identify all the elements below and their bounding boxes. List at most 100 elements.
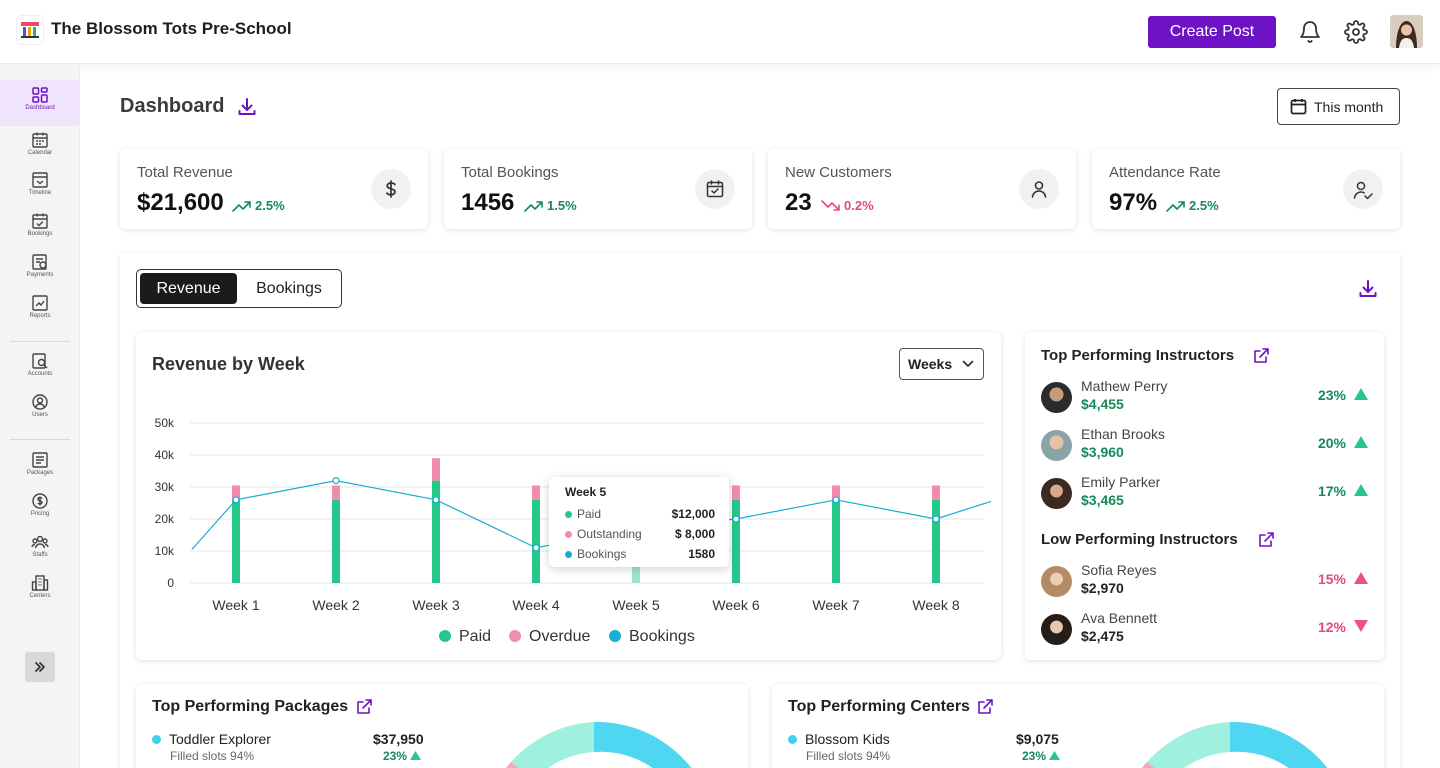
calendar-icon — [1290, 99, 1307, 115]
trend-down-icon — [821, 200, 840, 211]
gear-icon[interactable] — [1344, 20, 1368, 44]
user-avatar[interactable] — [1390, 15, 1423, 48]
bar-overdue — [832, 485, 840, 500]
instructor-row[interactable]: Ethan Brooks $3,960 20% — [1041, 426, 1368, 466]
sidebar-item-centers[interactable]: Centers — [0, 568, 80, 614]
bar-paid — [332, 499, 340, 583]
select-value: Weeks — [908, 356, 953, 372]
bar-paid — [932, 499, 940, 583]
sidebar-item-packages[interactable]: Packages — [0, 445, 80, 491]
stat-change-value: 0.2% — [844, 198, 874, 213]
legend-dot — [439, 630, 451, 642]
top-packages-title: Top Performing Packages — [152, 698, 349, 715]
center-pct-text: 23% — [1022, 749, 1047, 763]
triangle-up-icon — [1049, 751, 1061, 760]
stat-change-value: 1.5% — [547, 198, 577, 213]
sidebar-item-dashboard[interactable]: Dashboard — [0, 80, 80, 126]
expand-sidebar-button[interactable] — [25, 652, 55, 682]
download-icon[interactable] — [1357, 278, 1379, 305]
x-tick-label: Week 6 — [712, 597, 759, 610]
tooltip-label: Outstanding — [577, 527, 642, 541]
package-amount: $37,950 — [373, 731, 424, 747]
double-chevron-right-icon — [35, 662, 45, 672]
triangle-up-icon — [1354, 572, 1368, 584]
packages-icon — [32, 452, 48, 468]
bar-overdue — [532, 485, 540, 500]
sidebar-label: Reports — [29, 313, 51, 319]
external-link-icon[interactable] — [1252, 347, 1270, 370]
y-tick-label: 20k — [155, 512, 175, 526]
stat-label: Attendance Rate — [1109, 164, 1221, 181]
legend-dot — [565, 531, 572, 538]
triangle-down-icon — [1354, 620, 1368, 632]
sidebar-label: Users — [32, 412, 48, 418]
tooltip-row-outstanding: Outstanding $ 8,000 — [565, 527, 715, 543]
external-link-icon[interactable] — [976, 698, 994, 721]
period-label: This month — [1314, 99, 1384, 115]
external-link-icon[interactable] — [355, 698, 373, 721]
sidebar-item-payments[interactable]: Payments — [0, 247, 80, 293]
sidebar-item-staffs[interactable]: Staffs — [0, 527, 80, 573]
instructor-amount: $3,960 — [1081, 444, 1124, 460]
package-name: Toddler Explorer — [152, 731, 271, 747]
stat-icon-wrap — [371, 169, 411, 209]
sidebar-item-timeline[interactable]: Timeline — [0, 165, 80, 211]
bar-paid — [732, 499, 740, 583]
period-selector-button[interactable]: This month — [1277, 88, 1400, 125]
bar-paid — [232, 499, 240, 583]
users-icon — [32, 394, 48, 410]
sidebar-label: Timeline — [28, 190, 52, 196]
instructor-pct: 12% — [1317, 619, 1346, 635]
stat-change-value: 2.5% — [1189, 198, 1219, 213]
legend-label: Bookings — [629, 628, 695, 645]
instructor-row[interactable]: Emily Parker $3,465 17% — [1041, 474, 1368, 514]
sidebar-item-reports[interactable]: Reports — [0, 288, 80, 334]
sidebar-item-users[interactable]: Users — [0, 387, 80, 433]
instructor-name: Emily Parker — [1081, 474, 1161, 490]
sidebar-divider — [10, 341, 70, 342]
x-tick-label: Week 1 — [212, 597, 259, 610]
dashboard-icon — [32, 87, 48, 103]
instructor-pct: 17% — [1317, 483, 1346, 499]
app-title: The Blossom Tots Pre-School — [51, 19, 292, 38]
instructor-row[interactable]: Ava Bennett $2,475 12% — [1041, 610, 1368, 650]
instructor-pct: 23% — [1317, 387, 1346, 403]
legend-label: Overdue — [529, 628, 591, 645]
avatar — [1041, 566, 1072, 597]
bookings-point — [932, 515, 940, 523]
stat-value: $21,600 — [137, 189, 224, 216]
period-granularity-select[interactable]: Weeks — [899, 348, 984, 380]
center-pct: 23% — [1022, 749, 1061, 763]
instructor-row[interactable]: Sofia Reyes $2,970 15% — [1041, 562, 1368, 602]
legend-dot — [509, 630, 521, 642]
legend-label: Paid — [459, 628, 492, 645]
x-tick-label: Week 4 — [512, 597, 559, 610]
external-link-icon[interactable] — [1257, 531, 1275, 554]
sidebar-item-bookings[interactable]: Bookings — [0, 206, 80, 252]
sidebar-item-calendar[interactable]: Calendar — [0, 125, 80, 171]
dollar-icon — [385, 180, 396, 198]
bar-overdue — [332, 485, 340, 500]
tab-bookings[interactable]: Bookings — [240, 273, 338, 304]
stat-card-new-customers: New Customers 23 0.2% — [768, 149, 1076, 229]
create-post-button[interactable]: Create Post — [1148, 16, 1276, 48]
avatar — [1041, 614, 1072, 645]
x-tick-label: Week 3 — [412, 597, 459, 610]
bar-paid — [432, 480, 440, 583]
instructor-row[interactable]: Mathew Perry $4,455 23% — [1041, 378, 1368, 418]
bell-icon[interactable] — [1298, 20, 1322, 44]
center-amount: $9,075 — [1016, 731, 1059, 747]
stat-change: 2.5% — [1166, 198, 1219, 213]
tooltip-value: $12,000 — [671, 507, 715, 521]
trend-up-icon — [524, 201, 543, 212]
sidebar-item-accounts[interactable]: Accounts — [0, 346, 80, 392]
sidebar-label: Dashboard — [25, 105, 55, 111]
package-sub: Filled slots 94% — [170, 749, 255, 763]
download-icon[interactable] — [236, 96, 258, 123]
sidebar-item-pricing[interactable]: Pricing — [0, 486, 80, 532]
packages-donut — [505, 722, 692, 768]
tab-revenue[interactable]: Revenue — [140, 273, 237, 304]
trend-up-icon — [232, 201, 251, 212]
bookings-point — [832, 496, 840, 504]
triangle-up-icon — [1354, 484, 1368, 496]
